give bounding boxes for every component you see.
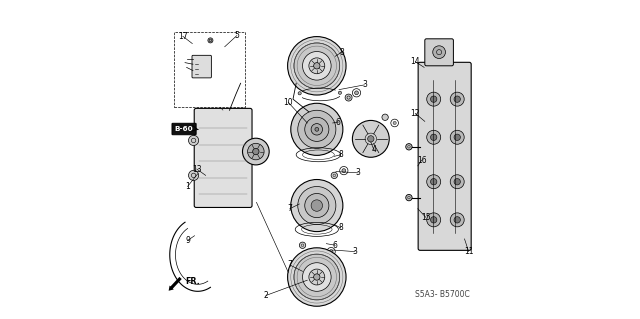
Circle shape <box>450 175 464 189</box>
Circle shape <box>300 242 306 249</box>
FancyBboxPatch shape <box>194 108 252 207</box>
Text: S5A3- B5700C: S5A3- B5700C <box>415 290 470 299</box>
Text: 15: 15 <box>421 213 431 222</box>
Text: 10: 10 <box>284 98 293 107</box>
Text: 9: 9 <box>185 236 190 245</box>
Circle shape <box>298 110 336 148</box>
Text: 3: 3 <box>362 80 367 89</box>
Circle shape <box>382 114 388 121</box>
Circle shape <box>189 170 198 181</box>
Circle shape <box>248 143 264 160</box>
Text: 1: 1 <box>185 182 190 191</box>
Circle shape <box>305 117 329 141</box>
Circle shape <box>355 91 358 95</box>
Circle shape <box>427 92 441 106</box>
FancyBboxPatch shape <box>425 39 453 66</box>
Bar <box>174 33 245 107</box>
Circle shape <box>353 121 389 157</box>
Circle shape <box>294 254 340 300</box>
Text: 7: 7 <box>287 260 292 270</box>
Circle shape <box>345 94 352 101</box>
Circle shape <box>287 248 346 306</box>
Circle shape <box>303 51 331 80</box>
Circle shape <box>406 195 412 201</box>
Circle shape <box>309 269 324 285</box>
Circle shape <box>367 136 374 142</box>
Circle shape <box>427 175 441 189</box>
Circle shape <box>294 43 340 89</box>
Circle shape <box>315 127 319 131</box>
Text: 3: 3 <box>356 168 360 177</box>
Text: 11: 11 <box>464 247 474 256</box>
Circle shape <box>189 135 198 145</box>
Text: 8: 8 <box>339 223 343 232</box>
Circle shape <box>314 274 320 280</box>
Circle shape <box>309 58 324 74</box>
Text: 6: 6 <box>336 117 341 127</box>
Circle shape <box>450 92 464 106</box>
Circle shape <box>450 213 464 227</box>
Text: 2: 2 <box>264 291 268 300</box>
Circle shape <box>342 169 346 173</box>
Circle shape <box>303 263 331 291</box>
Circle shape <box>450 130 464 144</box>
Ellipse shape <box>298 187 336 225</box>
Circle shape <box>329 250 333 254</box>
Circle shape <box>243 138 269 165</box>
Ellipse shape <box>305 194 329 218</box>
Circle shape <box>393 122 396 124</box>
Circle shape <box>454 96 460 102</box>
Circle shape <box>298 92 301 95</box>
Circle shape <box>431 217 437 223</box>
FancyBboxPatch shape <box>192 55 211 78</box>
Circle shape <box>454 179 460 185</box>
Circle shape <box>427 130 441 144</box>
Text: 7: 7 <box>287 204 292 213</box>
Text: 14: 14 <box>410 57 420 66</box>
Text: 8: 8 <box>339 48 344 57</box>
Circle shape <box>208 38 213 43</box>
Text: 5: 5 <box>234 31 239 40</box>
Text: FR.: FR. <box>185 277 200 286</box>
Text: B-60: B-60 <box>175 126 193 132</box>
Circle shape <box>339 91 342 94</box>
Circle shape <box>331 172 337 179</box>
Circle shape <box>287 37 346 95</box>
Circle shape <box>431 96 437 102</box>
Circle shape <box>454 217 460 223</box>
Circle shape <box>433 46 445 58</box>
Circle shape <box>253 148 259 155</box>
Circle shape <box>311 123 323 135</box>
Text: 4: 4 <box>372 145 376 154</box>
Circle shape <box>431 179 437 185</box>
Ellipse shape <box>291 180 343 232</box>
Text: 3: 3 <box>353 247 357 256</box>
Ellipse shape <box>311 200 323 211</box>
Text: 8: 8 <box>339 150 343 159</box>
Text: 6: 6 <box>333 241 338 250</box>
Circle shape <box>291 103 343 155</box>
FancyBboxPatch shape <box>418 62 471 250</box>
FancyArrow shape <box>169 277 182 291</box>
Text: 12: 12 <box>410 109 420 118</box>
Text: 16: 16 <box>417 156 426 165</box>
Circle shape <box>406 144 412 150</box>
Circle shape <box>431 134 437 140</box>
Circle shape <box>454 134 460 140</box>
Text: 13: 13 <box>192 165 202 174</box>
FancyBboxPatch shape <box>172 123 196 135</box>
Circle shape <box>427 213 441 227</box>
Text: 17: 17 <box>178 32 188 41</box>
Circle shape <box>314 63 320 69</box>
